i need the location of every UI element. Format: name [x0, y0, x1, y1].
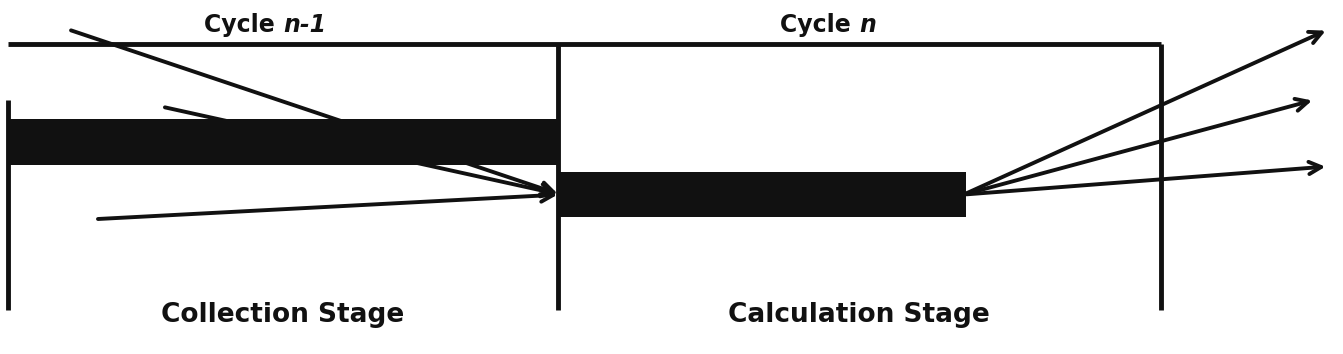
- Text: Collection Stage: Collection Stage: [161, 302, 404, 328]
- Bar: [8, 119, 557, 165]
- Text: n: n: [860, 12, 876, 36]
- Text: Calculation Stage: Calculation Stage: [728, 302, 990, 328]
- Bar: [557, 172, 967, 217]
- Text: n-1: n-1: [283, 12, 326, 36]
- Text: Cycle: Cycle: [204, 12, 283, 36]
- Text: Cycle: Cycle: [780, 12, 860, 36]
